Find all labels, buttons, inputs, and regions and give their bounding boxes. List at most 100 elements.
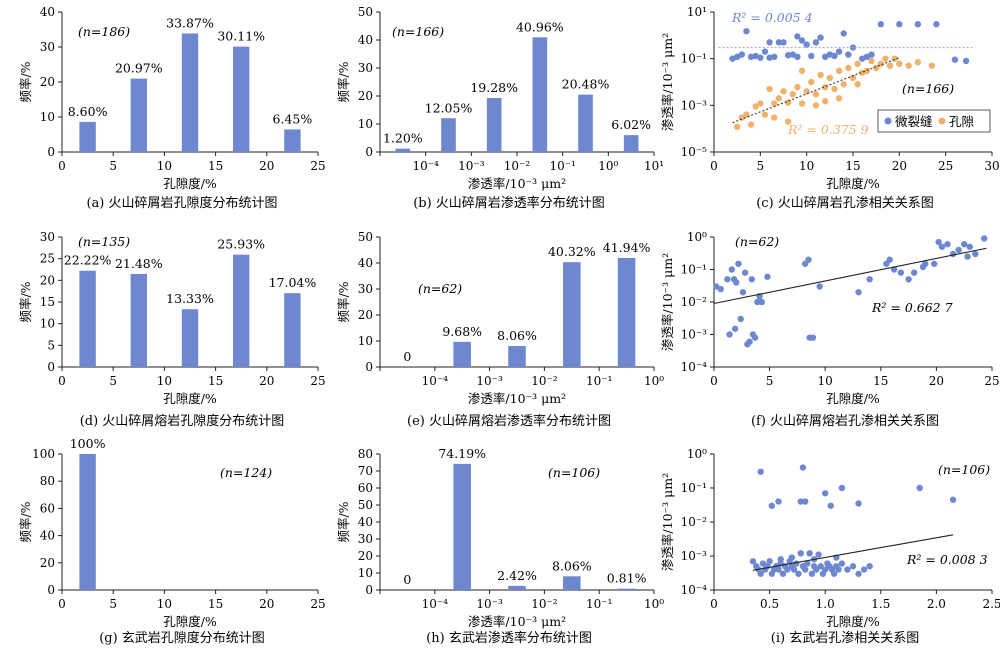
sample-count-label: (n=106) (938, 462, 990, 477)
data-point (944, 241, 951, 248)
data-point (916, 484, 923, 492)
data-point (896, 21, 903, 28)
data-point (949, 250, 957, 258)
bar-value-label: 40.32% (548, 244, 596, 259)
bar-value-label: 0 (403, 572, 411, 587)
bar-value-label: 8.06% (552, 558, 592, 573)
x-tick-label: 10⁻² (504, 159, 531, 173)
bar (453, 341, 471, 367)
x-tick-label: 15 (208, 374, 223, 388)
panel-b: 0 10 20 30 40 50 10⁻⁴ 10⁻³ 10⁻² 10⁻¹ 10⁰ 10¹ 1.20% 12… (336, 5, 664, 211)
x-tick-label: 0 (58, 374, 66, 388)
data-point (835, 48, 843, 55)
data-point (726, 331, 733, 338)
data-point (849, 44, 857, 51)
data-point (754, 298, 761, 306)
data-point (930, 260, 938, 267)
data-point (771, 100, 778, 107)
y-tick-label: 10 (358, 334, 373, 348)
x-axis-label: 渗透率/10⁻³ μm² (468, 391, 566, 406)
y-axis-label: 渗透率/10⁻³ μm² (660, 473, 675, 571)
x-tick-label: 25 (938, 159, 953, 173)
legend-marker (938, 117, 946, 125)
x-tick-label: 10⁻³ (476, 374, 503, 388)
y-tick-label: 0 (365, 145, 373, 159)
bar-value-label: 9.68% (442, 324, 482, 339)
bar-value-label: 41.94% (603, 240, 651, 255)
y-tick-label: 100 (32, 447, 55, 461)
y-tick-label: 10⁻¹ (681, 481, 707, 495)
y-tick-label: 40 (40, 529, 55, 543)
x-tick-label: 10⁻⁴ (412, 159, 439, 173)
x-tick-label: 10 (157, 159, 172, 173)
y-tick-label: 30 (40, 230, 55, 244)
data-point (790, 566, 798, 573)
data-point (728, 266, 735, 273)
data-point (849, 563, 857, 570)
trend-line (732, 57, 900, 124)
y-axis-label: 频率/% (18, 501, 33, 542)
data-point (743, 28, 750, 35)
data-point (882, 55, 889, 62)
bar-value-label: 8.60% (68, 104, 108, 119)
y-tick-label: 50 (358, 230, 373, 244)
x-tick-label: 0 (710, 374, 718, 388)
data-point (801, 498, 809, 505)
y-tick-label: 5 (47, 338, 55, 352)
data-point (775, 498, 782, 505)
y-tick-label: 10 (40, 110, 55, 124)
sample-count-label: (n=124) (220, 465, 272, 480)
y-tick-label: 10⁻² (681, 295, 708, 309)
data-point (890, 266, 898, 273)
data-point (855, 570, 862, 577)
y-tick-label: 0 (47, 583, 55, 597)
y-tick-label: 80 (358, 447, 373, 461)
legend-marker (884, 117, 892, 125)
x-tick-label: 10⁻³ (458, 159, 485, 173)
panel-caption: (f) 火山碎屑熔岩孔渗相关关系图 (751, 414, 939, 429)
x-axis-label: 孔隙度/% (826, 391, 880, 406)
bar (395, 148, 411, 152)
data-point (951, 56, 959, 63)
y-tick-label: 20 (358, 89, 373, 103)
data-point (739, 289, 747, 296)
data-point (854, 60, 861, 68)
x-tick-label: 0 (710, 159, 718, 173)
data-point (812, 91, 820, 98)
data-point (914, 59, 922, 66)
x-tick-label: 10⁻¹ (586, 597, 612, 611)
data-point (809, 334, 817, 341)
bar (563, 262, 581, 367)
bar-value-label: 0 (403, 349, 411, 364)
y-tick-label: 20 (40, 556, 55, 570)
x-tick-label: 5 (757, 159, 765, 173)
x-tick-label: 25 (984, 374, 999, 388)
data-point (817, 71, 824, 79)
legend-entry: 微裂缝 (895, 114, 933, 129)
data-point (961, 241, 968, 248)
bar-value-label: 20.97% (115, 61, 163, 76)
x-tick-label: 5 (109, 374, 117, 388)
data-point (788, 554, 796, 561)
data-point (775, 566, 782, 573)
data-point (905, 276, 912, 283)
y-axis-label: 频率/% (18, 61, 33, 102)
data-point (822, 490, 829, 497)
data-point (738, 51, 745, 58)
data-point (761, 111, 769, 118)
data-point (868, 57, 875, 65)
bar (617, 588, 636, 590)
y-tick-label: 10⁻⁴ (681, 360, 708, 374)
panel-caption: (b) 火山碎屑岩渗透率分布统计图 (413, 195, 605, 211)
panel-caption: (e) 火山碎屑熔岩渗透率分布统计图 (407, 413, 611, 429)
data-point (949, 496, 957, 503)
x-tick-label: 20 (892, 159, 907, 173)
data-point (822, 98, 829, 105)
data-point (766, 558, 773, 565)
x-tick-label: 10 (818, 374, 833, 388)
x-axis-label: 渗透率/10⁻³ μm² (468, 614, 566, 629)
r-squared-label: R² = 0.005 4 (731, 10, 813, 25)
sample-count-label: (n=186) (78, 24, 130, 39)
x-tick-label: 0.5 (760, 597, 779, 611)
